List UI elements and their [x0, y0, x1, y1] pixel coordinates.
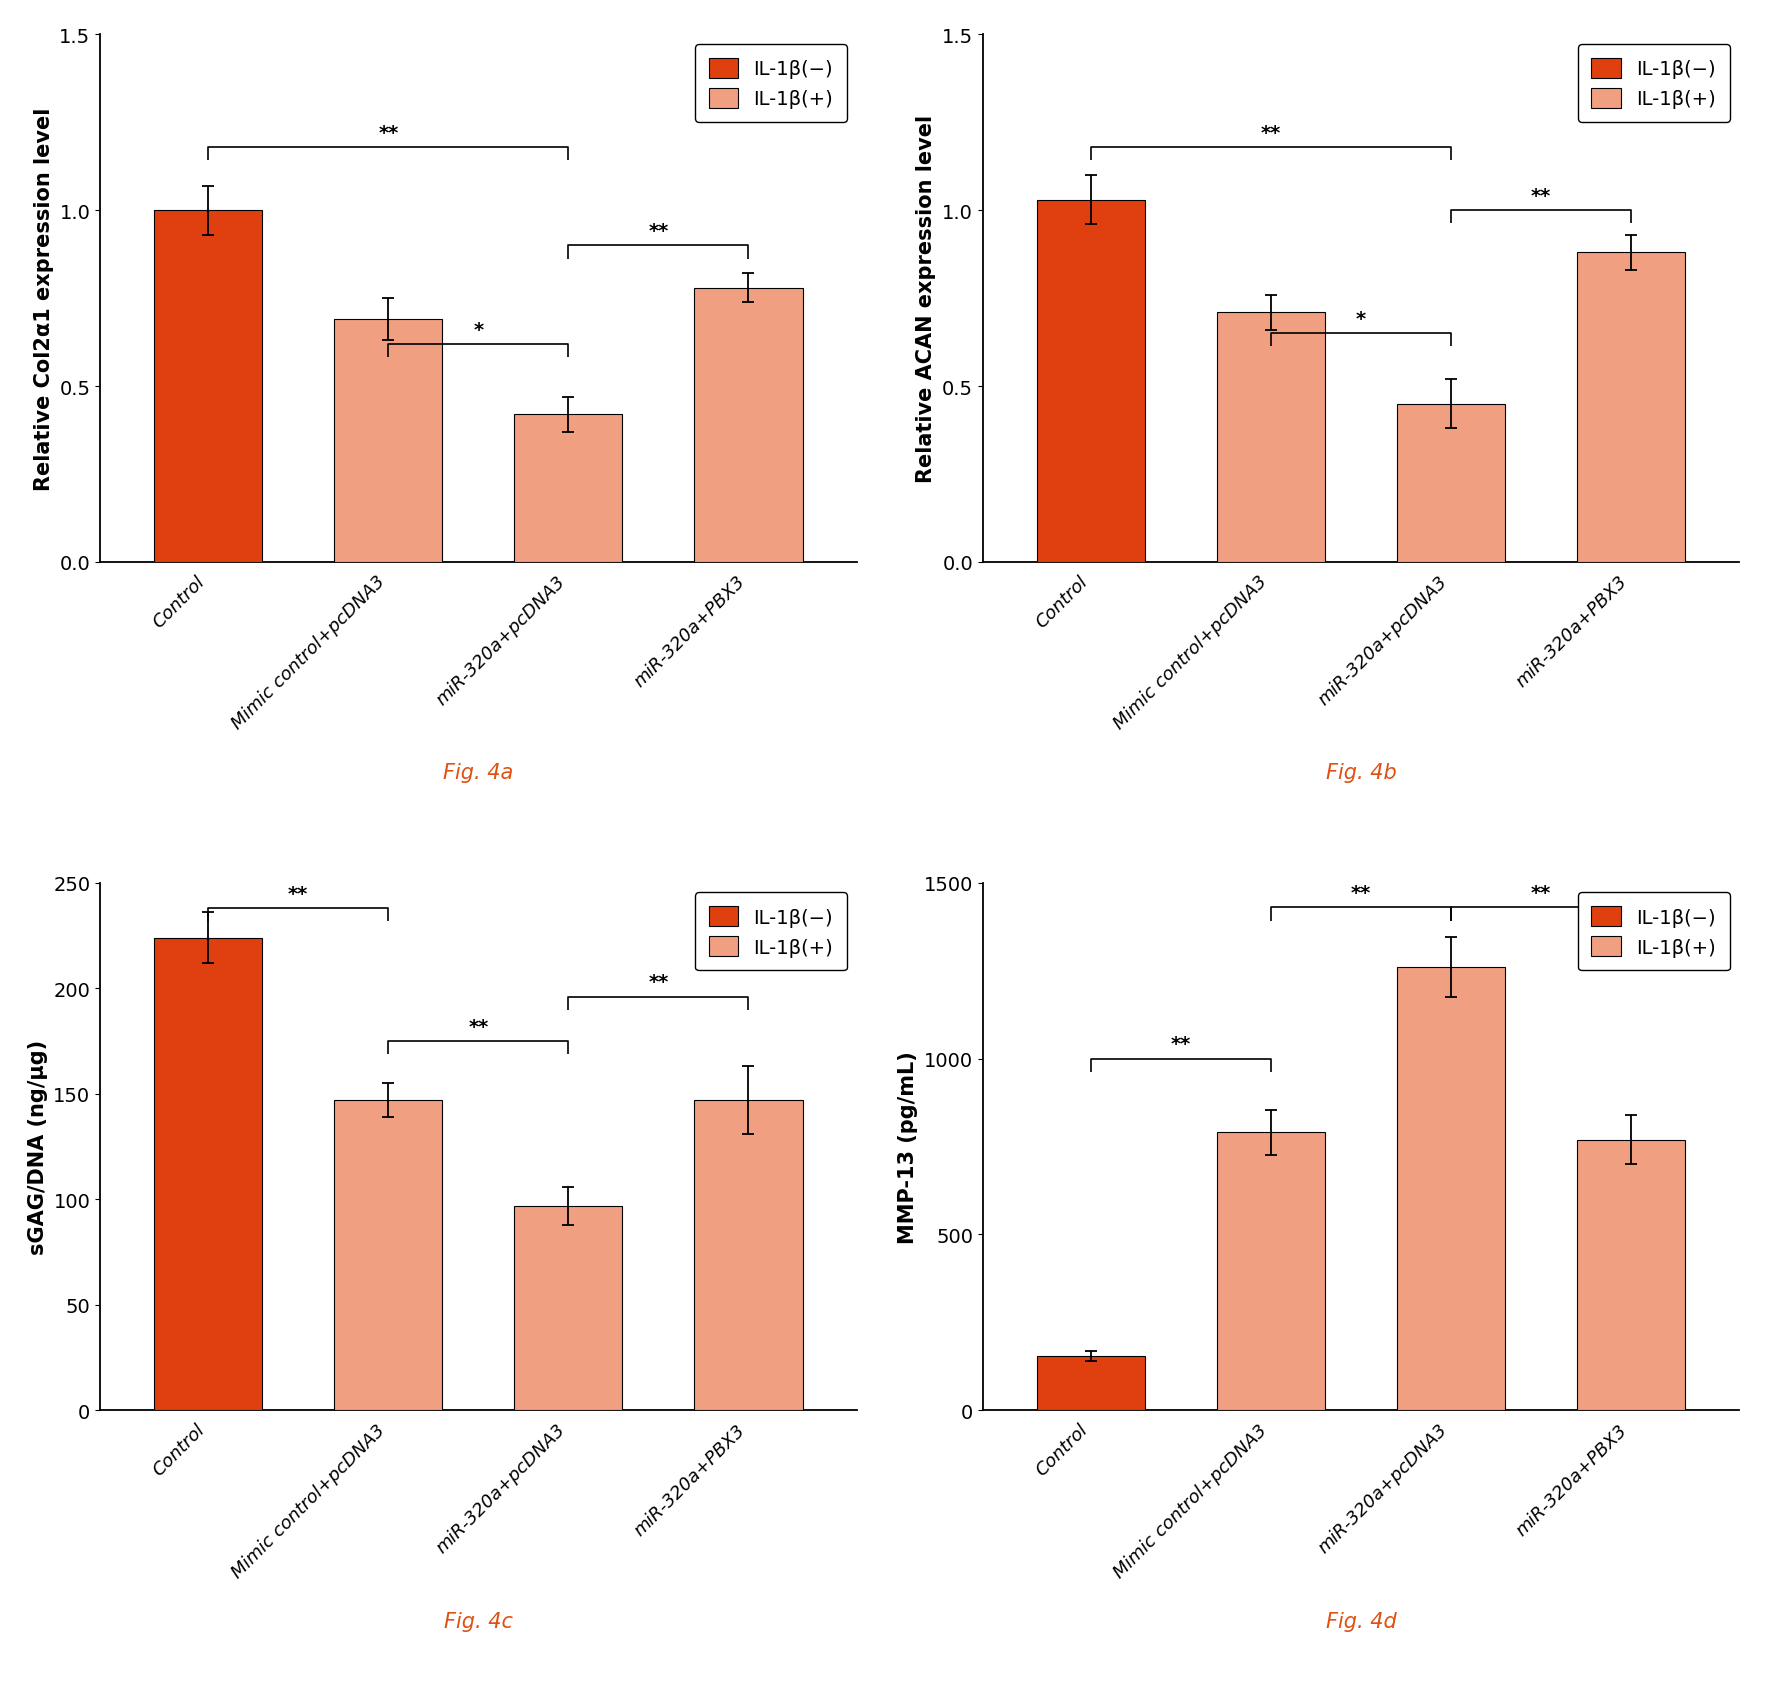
Text: **: ** — [648, 972, 668, 992]
Text: **: ** — [468, 1018, 488, 1036]
Text: **: ** — [378, 123, 398, 143]
Text: **: ** — [648, 222, 668, 241]
Legend: IL-1β(−), IL-1β(+): IL-1β(−), IL-1β(+) — [694, 893, 846, 971]
Y-axis label: sGAG/DNA (ng/μg): sGAG/DNA (ng/μg) — [28, 1039, 48, 1255]
Y-axis label: Relative Col2α1 expression level: Relative Col2α1 expression level — [34, 108, 53, 491]
Text: *: * — [1355, 309, 1366, 328]
Text: *: * — [474, 320, 484, 340]
Text: **: ** — [1262, 123, 1281, 143]
Text: **: ** — [288, 885, 309, 903]
Text: **: ** — [1530, 187, 1551, 205]
Bar — [1217, 1132, 1325, 1411]
Bar — [694, 1100, 802, 1411]
Text: **: ** — [1172, 1034, 1191, 1053]
Text: Fig. 4b: Fig. 4b — [1325, 764, 1396, 784]
Bar — [154, 939, 262, 1411]
Bar — [334, 1100, 442, 1411]
Bar — [694, 288, 802, 562]
Bar — [1037, 1356, 1145, 1411]
Bar — [1578, 254, 1686, 562]
Bar — [1398, 404, 1505, 562]
Bar — [154, 210, 262, 562]
Bar — [1037, 200, 1145, 562]
Text: Fig. 4d: Fig. 4d — [1325, 1611, 1396, 1632]
Text: Fig. 4a: Fig. 4a — [444, 764, 514, 784]
Y-axis label: Relative ACAN expression level: Relative ACAN expression level — [917, 114, 937, 483]
Bar — [514, 1206, 622, 1411]
Legend: IL-1β(−), IL-1β(+): IL-1β(−), IL-1β(+) — [1578, 45, 1730, 123]
Bar — [1398, 967, 1505, 1411]
Text: Fig. 4c: Fig. 4c — [444, 1611, 512, 1632]
Legend: IL-1β(−), IL-1β(+): IL-1β(−), IL-1β(+) — [694, 45, 846, 123]
Bar — [1217, 313, 1325, 562]
Text: **: ** — [1352, 883, 1371, 903]
Legend: IL-1β(−), IL-1β(+): IL-1β(−), IL-1β(+) — [1578, 893, 1730, 971]
Bar — [1578, 1140, 1686, 1411]
Bar — [334, 320, 442, 562]
Text: **: ** — [1530, 883, 1551, 903]
Y-axis label: MMP-13 (pg/mL): MMP-13 (pg/mL) — [898, 1051, 919, 1243]
Bar — [514, 415, 622, 562]
